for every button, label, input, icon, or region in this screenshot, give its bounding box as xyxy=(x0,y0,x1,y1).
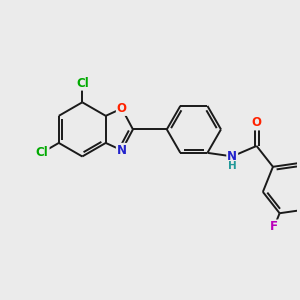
Text: O: O xyxy=(117,102,127,115)
Text: F: F xyxy=(270,220,278,233)
Text: H: H xyxy=(228,161,237,171)
Text: N: N xyxy=(117,144,127,157)
Text: Cl: Cl xyxy=(76,77,89,90)
Text: Cl: Cl xyxy=(36,146,49,159)
Text: O: O xyxy=(252,116,262,130)
Text: N: N xyxy=(227,150,237,163)
